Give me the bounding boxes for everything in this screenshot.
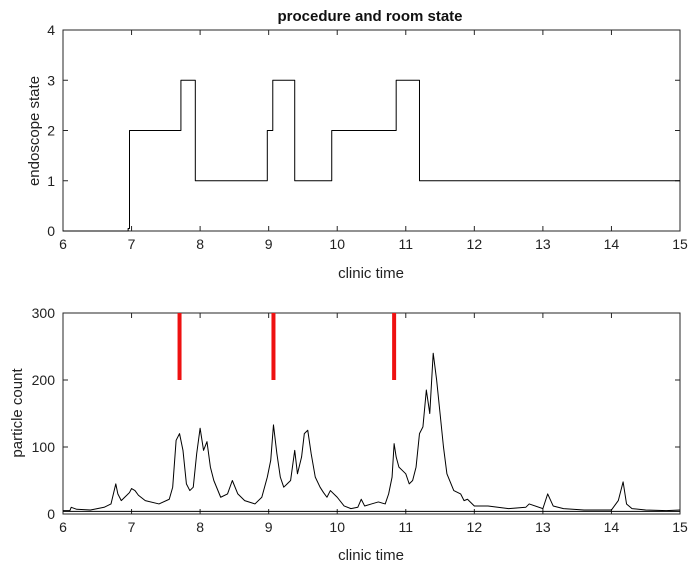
particle-y-tick-label: 0 [47,506,55,522]
particle-x-tick-label: 13 [535,519,551,535]
particle-x-tick-label: 15 [672,519,688,535]
state-x-axis-label: clinic time [338,265,404,282]
particle-axis-ticks: 6 7 8 9 10 11 12 13 14 15 0 100 200 300 [32,305,688,535]
state-x-tick-label: 13 [535,236,551,252]
particle-plot-frame [62,312,681,515]
procedure-markers [177,313,397,380]
state-y-tick-label: 0 [47,223,55,239]
particle-y-tick-label: 300 [32,305,56,321]
state-y-tick-label: 1 [47,173,55,189]
state-panel: procedure and room state 6 7 8 9 10 11 12 13 14 1… [26,8,688,282]
state-y-axis-label: endoscope state [26,76,43,186]
state-y-tick-label: 2 [47,123,55,139]
state-x-tick-label: 9 [265,236,273,252]
state-x-tick-label: 11 [399,236,414,252]
state-x-tick-label: 10 [329,236,345,252]
particle-x-tick-label: 6 [59,519,67,535]
particle-y-tick-label: 200 [32,372,56,388]
state-x-tick-label: 12 [467,236,483,252]
particle-x-tick-label: 9 [265,519,273,535]
state-y-tick-label: 3 [47,72,55,88]
state-x-tick-label: 8 [196,236,204,252]
particle-x-tick-label: 10 [329,519,345,535]
particle-y-axis-label: particle count [9,368,26,458]
particle-x-tick-label: 11 [399,519,414,535]
particle-x-tick-label: 12 [467,519,483,535]
state-x-tick-label: 14 [604,236,620,252]
state-x-tick-label: 6 [59,236,67,252]
state-series-group [63,79,680,232]
particle-series-group [63,352,681,512]
particle-x-tick-label: 8 [196,519,204,535]
state-series-line-0 [63,79,680,232]
particle-panel: 6 7 8 9 10 11 12 13 14 15 0 100 200 300 clinic time p… [9,305,688,564]
particle-x-axis-label: clinic time [338,547,404,564]
particle-x-tick-label: 14 [604,519,620,535]
state-x-tick-label: 15 [672,236,688,252]
state-x-tick-label: 7 [128,236,136,252]
particle-x-tick-label: 7 [128,519,136,535]
particle-y-tick-label: 100 [32,439,56,455]
state-y-tick-label: 4 [47,22,55,38]
state-chart-title: procedure and room state [277,8,462,25]
particle-series-line-0 [63,352,681,512]
